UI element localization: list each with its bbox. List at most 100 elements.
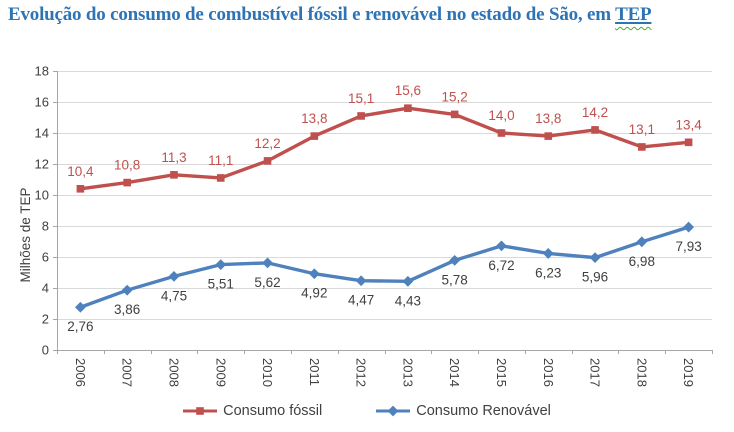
legend-item-consumo-renovavel: Consumo Renovável [376,403,551,419]
svg-text:13,8: 13,8 [535,111,561,126]
legend-blue-diamond-marker-icon [376,405,411,417]
svg-text:2019: 2019 [681,358,696,387]
svg-text:6,23: 6,23 [535,265,561,280]
data-point-marker [170,171,178,179]
svg-text:5,78: 5,78 [442,272,468,287]
data-point-marker [123,178,131,187]
chart-legend: Consumo fóssil Consumo Renovável [0,398,734,424]
data-point-marker [636,236,648,248]
data-point-marker [683,221,695,233]
data-point-marker [121,284,133,296]
svg-text:14,2: 14,2 [582,105,608,120]
svg-text:4: 4 [42,281,49,296]
svg-text:4,92: 4,92 [301,286,327,301]
data-point-marker [404,104,412,112]
svg-text:2015: 2015 [494,358,509,387]
svg-text:2009: 2009 [213,358,228,387]
legend-label-consumo-fossil: Consumo fóssil [223,403,323,419]
svg-text:2,76: 2,76 [67,319,93,334]
data-point-marker [263,157,272,165]
chart-title-tep: TEP [615,4,652,25]
chart-title-text: Evolução do consumo de combustível fóssi… [8,4,616,25]
svg-text:14,0: 14,0 [488,108,514,123]
svg-text:2014: 2014 [447,358,462,387]
data-point-marker [357,112,365,120]
data-point-marker [449,255,461,266]
data-point-marker [450,110,459,119]
data-point-marker [310,132,319,140]
legend-red-square-marker-icon [183,407,218,415]
data-point-marker [74,301,86,313]
svg-text:4,43: 4,43 [395,293,421,308]
svg-text:5,96: 5,96 [582,270,608,285]
svg-text:2011: 2011 [307,358,322,386]
svg-text:2010: 2010 [260,358,275,387]
x-axis-tick-labels: 2006 2007 2008 2009 2010 2011 2012 2013 2014 2015… [73,358,696,387]
legend-label-consumo-renovavel: Consumo Renovável [416,403,551,419]
svg-text:6,72: 6,72 [488,258,514,273]
svg-text:2017: 2017 [588,358,603,387]
svg-text:16: 16 [35,95,49,110]
svg-text:15,2: 15,2 [442,89,468,104]
data-point-marker [355,275,367,287]
svg-text:7,93: 7,93 [675,239,701,254]
data-labels-renovavel: 2,76 3,86 4,75 5,51 5,62 4,92 4,47 4,43 5,78 6,72… [67,239,701,334]
svg-text:14: 14 [35,126,49,141]
svg-text:11,1: 11,1 [208,153,233,168]
series-consumo-fossil [76,104,693,193]
svg-text:2006: 2006 [73,358,88,387]
svg-text:15,1: 15,1 [348,91,374,106]
y-axis-title: Milhões de TEP [18,187,33,282]
data-point-marker [542,248,554,259]
axes [53,71,713,354]
svg-text:6: 6 [42,250,49,265]
data-point-marker [215,259,227,270]
series-consumo-renovavel [74,221,695,313]
svg-text:5,51: 5,51 [208,277,234,292]
spellcheck-squiggle: TEP [615,4,652,25]
svg-text:8: 8 [42,219,49,234]
data-point-marker [76,185,85,193]
svg-text:0: 0 [42,343,49,358]
data-point-marker [216,174,225,182]
data-point-marker [262,257,273,269]
svg-text:2: 2 [42,312,49,327]
svg-text:4,75: 4,75 [161,288,187,303]
svg-text:10: 10 [35,188,49,203]
svg-text:3,86: 3,86 [114,302,140,317]
svg-text:13,1: 13,1 [629,122,655,137]
svg-text:6,98: 6,98 [629,254,655,269]
svg-text:5,62: 5,62 [254,275,280,290]
svg-text:4,47: 4,47 [348,293,374,308]
data-point-marker [402,275,414,287]
svg-text:2013: 2013 [400,358,415,387]
data-point-marker [544,132,553,140]
y-gridlines [57,71,712,320]
svg-text:12: 12 [35,157,49,172]
svg-text:10,8: 10,8 [114,158,140,173]
data-point-marker [638,143,646,151]
data-point-marker [591,126,599,134]
chart-title: Evolução do consumo de combustível fóssi… [8,4,652,26]
svg-text:2016: 2016 [541,358,556,387]
data-point-marker [168,270,180,282]
svg-text:2012: 2012 [354,358,369,387]
svg-text:2007: 2007 [120,358,135,387]
svg-text:2008: 2008 [166,358,181,387]
svg-text:2018: 2018 [634,358,649,387]
data-point-marker [589,252,601,264]
svg-text:15,6: 15,6 [395,83,421,98]
data-point-marker [308,268,320,280]
data-point-marker [496,240,507,252]
y-axis-tick-labels: 0 2 4 6 8 10 12 14 16 18 [35,64,49,358]
svg-text:13,4: 13,4 [675,117,702,132]
svg-text:12,2: 12,2 [254,136,280,151]
legend-item-consumo-fossil: Consumo fóssil [183,403,322,419]
svg-text:13,8: 13,8 [301,111,327,126]
data-labels-fossil: 10,4 10,8 11,3 11,1 12,2 13,8 15,1 15,6 15,2 14,0… [67,83,702,179]
svg-text:18: 18 [35,64,49,79]
data-point-marker [684,138,693,147]
svg-text:10,4: 10,4 [67,164,94,179]
svg-text:11,3: 11,3 [161,150,186,165]
